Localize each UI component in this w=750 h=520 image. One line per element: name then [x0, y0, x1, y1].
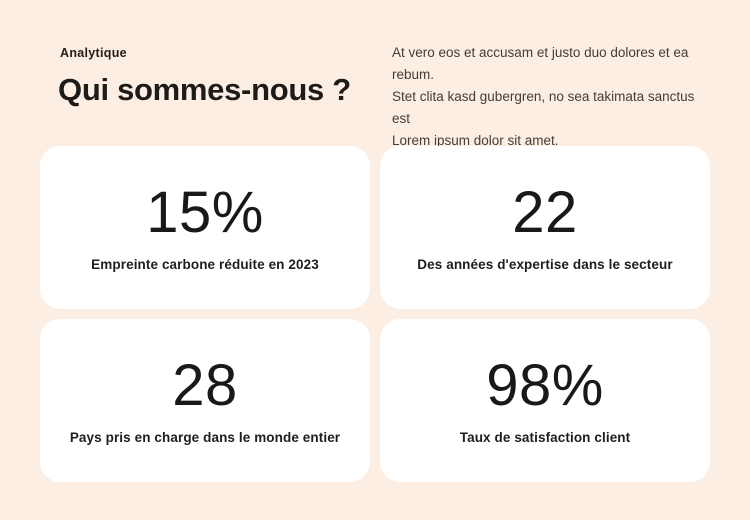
- stat-card-satisfaction: 98% Taux de satisfaction client: [380, 319, 710, 482]
- stat-value: 98%: [486, 352, 604, 418]
- intro-paragraph-line: At vero eos et accusam et justo duo dolo…: [392, 45, 689, 82]
- stat-label: Pays pris en charge dans le monde entier: [69, 429, 341, 445]
- stat-card-expertise: 22 Des années d'expertise dans le secteu…: [380, 146, 710, 309]
- intro-paragraph-line: Lorem ipsum dolor sit amet.: [392, 133, 559, 148]
- section-eyebrow: Analytique: [60, 46, 127, 60]
- stat-value: 28: [172, 352, 238, 418]
- intro-paragraph-line: Stet clita kasd gubergren, no sea takima…: [392, 89, 695, 126]
- stat-card-countries: 28 Pays pris en charge dans le monde ent…: [40, 319, 370, 482]
- page-title: Qui sommes-nous ?: [58, 72, 351, 107]
- stat-label: Taux de satisfaction client: [459, 429, 631, 445]
- stats-grid: 15% Empreinte carbone réduite en 2023 22…: [40, 146, 710, 482]
- stat-value: 22: [512, 179, 578, 245]
- stat-label: Des années d'expertise dans le secteur: [417, 256, 673, 272]
- stat-value: 15%: [146, 179, 264, 245]
- intro-paragraph: At vero eos et accusam et justo duo dolo…: [392, 42, 702, 152]
- stat-card-carbon: 15% Empreinte carbone réduite en 2023: [40, 146, 370, 309]
- stat-label: Empreinte carbone réduite en 2023: [91, 256, 319, 272]
